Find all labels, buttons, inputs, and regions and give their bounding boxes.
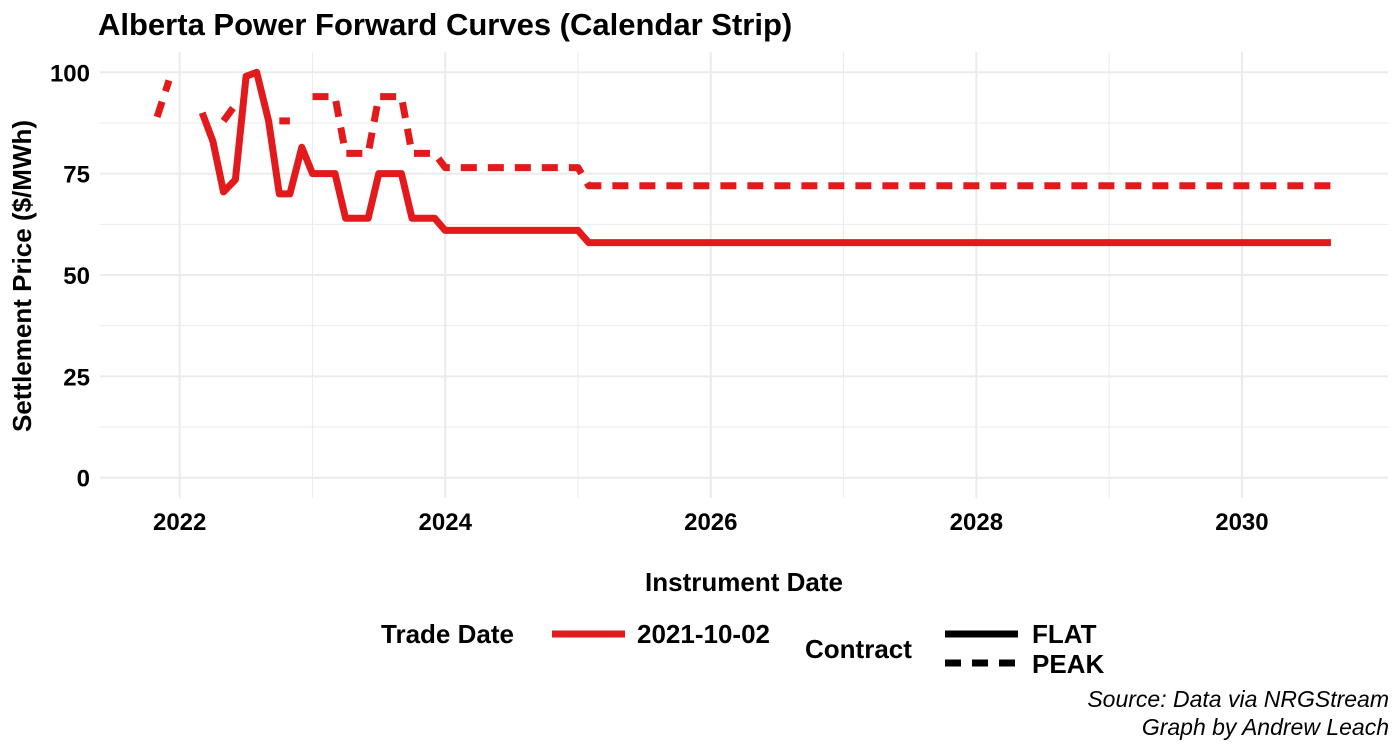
series-lines: [153, 68, 1331, 247]
y-tick-label: 0: [77, 466, 90, 493]
legend-trade-date-title: Trade Date: [381, 619, 514, 649]
series-line-peak: [220, 102, 239, 123]
x-axis-title: Instrument Date: [645, 567, 843, 597]
x-tick-label: 2026: [684, 509, 737, 536]
y-axis-ticks: 0 25 50 75 100: [50, 60, 90, 492]
y-axis-title: Settlement Price ($/MWh): [7, 120, 37, 432]
x-tick-label: 2030: [1215, 509, 1268, 536]
x-tick-label: 2028: [950, 509, 1003, 536]
legend-peak-label: PEAK: [1032, 649, 1104, 679]
legend-flat-label: FLAT: [1032, 619, 1097, 649]
legend-trade-date: Trade Date 2021-10-02: [381, 619, 770, 649]
x-axis-ticks: 2022 2024 2026 2028 2030: [153, 509, 1269, 536]
legend-contract: Contract FLAT PEAK: [805, 619, 1104, 679]
y-tick-label: 50: [63, 263, 90, 290]
x-tick-label: 2024: [419, 509, 473, 536]
x-tick-label: 2022: [153, 509, 206, 536]
caption-source: Source: Data via NRGStream: [1087, 686, 1389, 712]
chart-title: Alberta Power Forward Curves (Calendar S…: [98, 7, 792, 42]
y-tick-label: 25: [63, 364, 90, 391]
series-line-peak: [153, 79, 173, 118]
series-line-flat: [198, 68, 1331, 247]
caption-author: Graph by Andrew Leach: [1142, 714, 1389, 740]
y-tick-label: 75: [63, 162, 90, 189]
legend-trade-date-label: 2021-10-02: [637, 619, 770, 649]
y-tick-label: 100: [50, 60, 90, 87]
legend-contract-title: Contract: [805, 634, 912, 664]
series-line-peak: [312, 93, 1331, 190]
gridlines: [100, 52, 1388, 498]
